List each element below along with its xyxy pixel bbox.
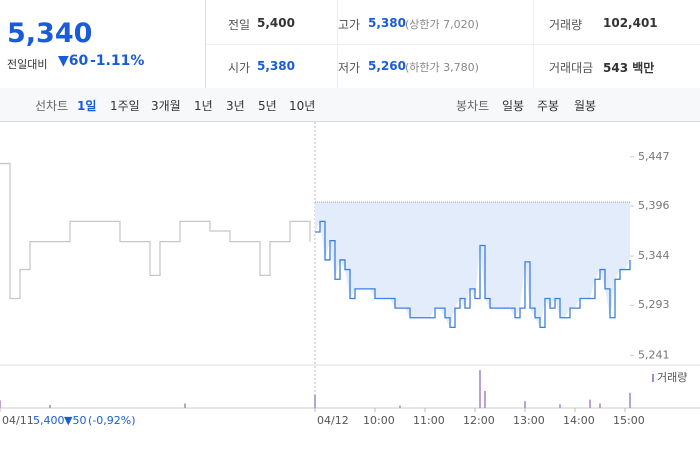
- divider: [206, 44, 700, 45]
- volume-bar: [479, 370, 481, 408]
- period-button[interactable]: 5년: [258, 99, 277, 113]
- period-button[interactable]: 1주일: [110, 99, 140, 113]
- divider: [337, 0, 338, 88]
- volume-bar: [399, 405, 401, 408]
- stat-label: 고가: [338, 18, 361, 32]
- price: 5,340: [7, 18, 93, 49]
- volume-bar: [559, 404, 561, 408]
- volume-bar: [49, 404, 51, 408]
- period-button[interactable]: 3년: [226, 99, 245, 113]
- volume-bar: [0, 400, 1, 408]
- stat-label: 전일: [228, 18, 251, 32]
- volume-bar: [314, 394, 316, 408]
- volume-bar: [184, 403, 186, 408]
- stat-value: 5,400: [257, 16, 295, 30]
- period-button[interactable]: 1일: [77, 99, 97, 113]
- change-label: 전일대비: [7, 58, 48, 71]
- stat-value: 5,380: [368, 16, 406, 30]
- x-tick-label: 04/11: [2, 414, 34, 427]
- divider: [205, 0, 206, 88]
- prev-summary: ▼50: [64, 414, 86, 427]
- y-tick-label: 5,344: [638, 249, 670, 262]
- x-tick-label: 11:00: [413, 414, 445, 427]
- period-button[interactable]: 3개월: [151, 99, 181, 113]
- period-button[interactable]: 1년: [194, 99, 213, 113]
- chart: 5,447 5,396 5,344 5,293 5,241 04/11 04/12 10:00…: [0, 122, 700, 427]
- y-tick-label: 5,241: [638, 348, 670, 361]
- x-tick-label: 12:00: [463, 414, 495, 427]
- x-tick-label: 13:00: [513, 414, 545, 427]
- stat-value: 5,380: [257, 59, 295, 73]
- volume-bar: [629, 392, 631, 408]
- price-line: [315, 220, 631, 329]
- stat-value: 102,401: [603, 16, 658, 30]
- candle-button[interactable]: 주봉: [537, 99, 560, 113]
- stat-note: (하한가 3,780): [405, 61, 479, 74]
- stat-value: 5,260: [368, 59, 406, 73]
- x-tick-label: 15:00: [613, 414, 645, 427]
- x-tick-label: 14:00: [563, 414, 595, 427]
- volume-bar: [484, 390, 486, 408]
- stat-label: 저가: [338, 61, 361, 75]
- candle-chart-label: 봉차트: [456, 99, 490, 113]
- stat-label: 거래대금: [549, 61, 594, 75]
- volume-bar: [524, 401, 526, 408]
- stat-value: 543 백만: [603, 61, 655, 75]
- y-tick-label: 5,447: [638, 150, 670, 163]
- y-tick-label: 5,293: [638, 298, 670, 311]
- volume-bar: [599, 403, 601, 408]
- x-tick-label: 04/12: [317, 414, 349, 427]
- legend-swatch: [652, 374, 654, 382]
- y-tick-label: 5,396: [638, 199, 670, 212]
- prev-summary: 5,400: [33, 414, 65, 427]
- change-rate: -1.11%: [90, 53, 145, 69]
- divider: [533, 0, 534, 88]
- prev-summary: (-0,92%): [88, 414, 136, 427]
- stat-label: 시가: [228, 61, 251, 75]
- volume-bar: [589, 399, 591, 408]
- stat-note: (상한가 7,020): [405, 18, 479, 31]
- toolbar: [0, 88, 700, 122]
- stat-label: 거래량: [549, 18, 583, 32]
- legend-label: 거래량: [657, 371, 687, 384]
- area: [315, 202, 630, 328]
- price-line: [0, 162, 311, 300]
- candle-button[interactable]: 일봉: [502, 99, 525, 113]
- line-chart-label: 선차트: [35, 99, 69, 113]
- period-button[interactable]: 10년: [289, 99, 316, 113]
- candle-button[interactable]: 월봉: [574, 99, 597, 113]
- x-tick-label: 10:00: [363, 414, 395, 427]
- change: ▼60: [58, 53, 89, 69]
